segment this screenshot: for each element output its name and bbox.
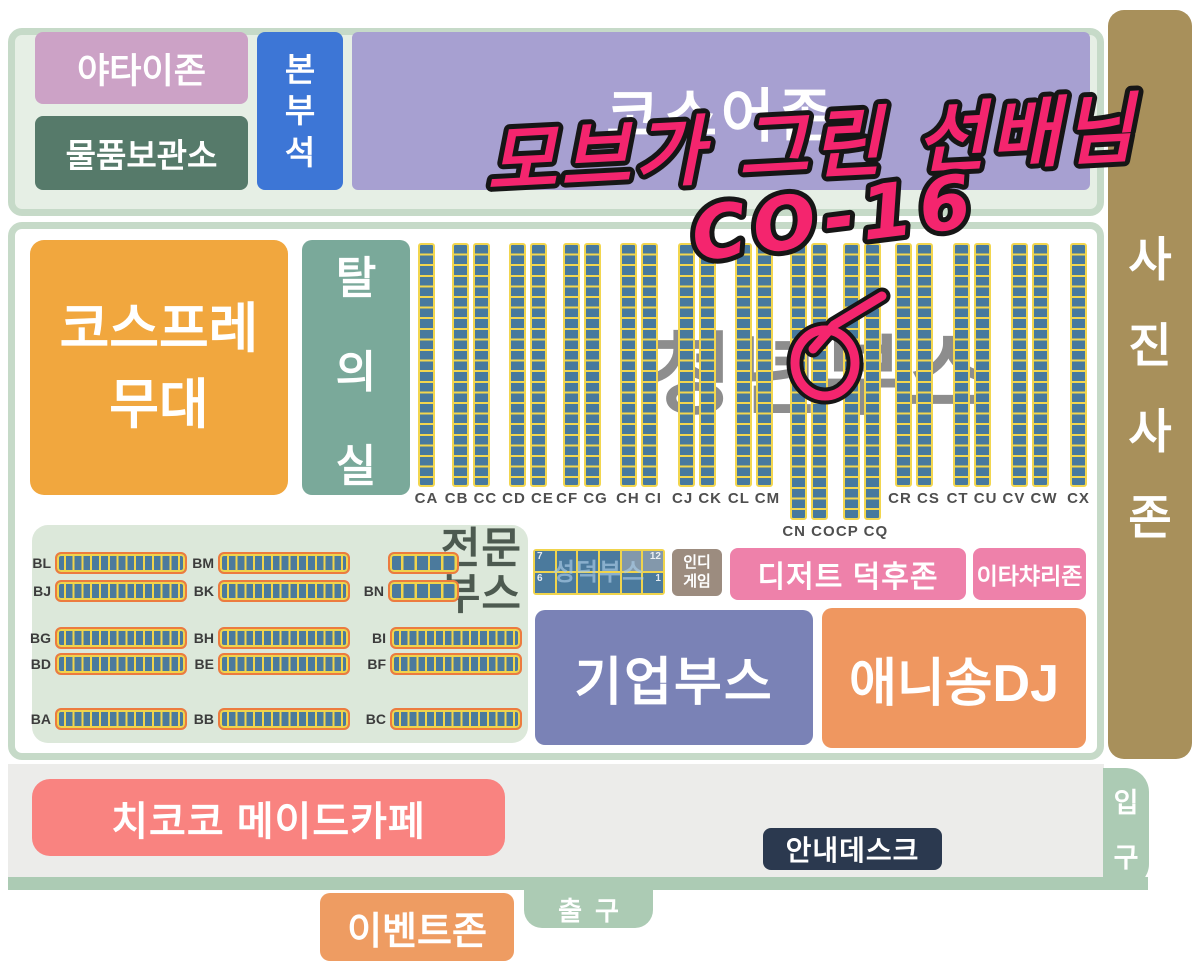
zone-itasha-label: 이타챠리존 — [976, 563, 1083, 589]
zone-changing-room: 탈 의 실 — [302, 240, 410, 495]
seongdeok-cell-number: 1 — [655, 573, 661, 584]
hq-letter: 석 — [284, 133, 316, 171]
seongdeok-cell — [556, 551, 577, 571]
entrance-letter: 구 — [1113, 843, 1139, 873]
zone-cosplayer: 코스어존 — [352, 32, 1090, 190]
photo-zone-letter: 사 — [1128, 405, 1172, 458]
zone-dessert: 디저트 덕후존 — [730, 548, 966, 600]
seongdeok-cell-number: 7 — [537, 551, 543, 562]
seongdeok-cell — [621, 551, 642, 571]
seongdeok-cell — [556, 573, 577, 593]
photo-zone-letter: 진 — [1128, 319, 1172, 372]
youth-booth-watermark: 청년부스 — [650, 326, 994, 426]
seongdeok-booth-grid: 7 12 6 1 — [533, 549, 665, 595]
zone-cosplay-stage: 코스프레 무대 — [30, 240, 288, 495]
entrance-tab: 입 구 — [1103, 768, 1149, 888]
exit-label: 출구 — [558, 895, 632, 926]
zone-yatai-label: 야타이존 — [77, 51, 206, 91]
zone-event-label: 이벤트존 — [347, 910, 487, 953]
photo-zone-letter: 사 — [1128, 233, 1172, 286]
zone-info-desk: 안내데스크 — [763, 828, 942, 870]
seongdeok-cell: 7 — [535, 551, 555, 571]
zone-info-desk-label: 안내데스크 — [785, 835, 920, 866]
zone-event: 이벤트존 — [320, 893, 514, 961]
zone-storage: 물품보관소 — [35, 116, 248, 190]
exit-tab: 출구 — [524, 890, 653, 928]
seongdeok-cell: 1 — [643, 573, 663, 593]
changing-room-letter: 실 — [335, 441, 377, 491]
seongdeok-cell — [578, 551, 598, 571]
zone-corporate-booth: 기업부스 — [535, 610, 813, 745]
entrance-letter: 입 — [1113, 788, 1139, 818]
zone-itasha: 이타챠리존 — [973, 548, 1086, 600]
seongdeok-cell — [599, 551, 620, 571]
zone-storage-label: 물품보관소 — [65, 137, 218, 174]
hq-letter: 부 — [284, 92, 316, 130]
zone-anisong-dj-label: 애니송DJ — [849, 654, 1059, 713]
seongdeok-cell — [621, 573, 642, 593]
zone-indie-game: 인디 게임 — [672, 549, 722, 596]
zone-indie-game-label: 인디 게임 — [683, 553, 711, 590]
zone-yatai: 야타이존 — [35, 32, 248, 104]
zone-photographer: 사 진 사 존 — [1108, 10, 1192, 759]
seongdeok-cell: 6 — [535, 573, 555, 593]
changing-room-letter: 의 — [335, 347, 377, 397]
pro-booth-title: 전문 부스 — [440, 525, 522, 619]
seongdeok-cell: 12 — [643, 551, 663, 571]
seongdeok-booth-watermark: 성덕부스 — [552, 559, 646, 586]
changing-room-letter: 탈 — [335, 253, 377, 303]
hq-letter: 본 — [284, 51, 316, 89]
zone-anisong-dj: 애니송DJ — [822, 608, 1086, 748]
zone-hq-seat: 본 부 석 — [257, 32, 343, 190]
zone-corporate-booth-label: 기업부스 — [574, 654, 774, 712]
seongdeok-cell — [578, 573, 598, 593]
zone-cosplay-stage-label: 코스프레 무대 — [59, 298, 259, 435]
seongdeok-cell-number: 6 — [537, 573, 543, 584]
seongdeok-cell — [599, 573, 620, 593]
zone-dessert-label: 디저트 덕후존 — [757, 561, 939, 594]
zone-maid-cafe: 치코코 메이드카페 — [32, 779, 505, 856]
zone-maid-cafe-label: 치코코 메이드카페 — [111, 799, 426, 844]
photo-zone-letter: 존 — [1128, 491, 1172, 544]
seongdeok-cell-number: 12 — [649, 551, 661, 562]
bottom-wall-bar — [8, 877, 1148, 890]
zone-cosplayer-label: 코스어존 — [606, 84, 836, 149]
